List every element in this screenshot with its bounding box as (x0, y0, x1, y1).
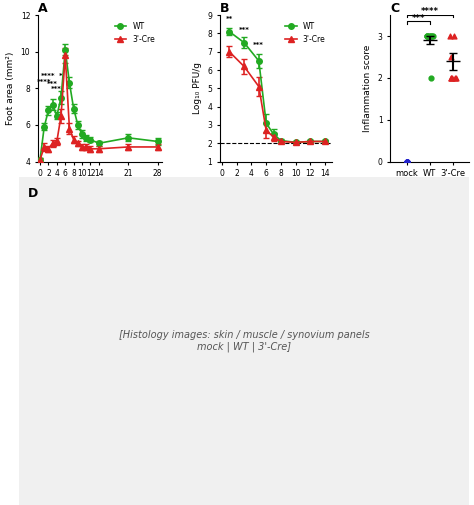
Text: ****: **** (41, 73, 55, 79)
Point (447, 53, 455, 61)
Legend: WT, 3'-Cre: WT, 3'-Cre (282, 19, 328, 47)
Point (403, 158, 410, 166)
Point (425, 32, 433, 40)
X-axis label: Days post infection: Days post infection (232, 184, 320, 193)
Text: ***: *** (411, 14, 425, 23)
Text: ***: *** (51, 86, 62, 92)
X-axis label: Days post infection: Days post infection (56, 184, 144, 193)
Point (448, 74, 456, 82)
Point (424, 32, 431, 40)
Text: ****: **** (37, 79, 52, 85)
Point (428, 32, 435, 40)
Text: *: * (59, 73, 63, 79)
Point (403, 158, 410, 166)
Point (453, 74, 460, 82)
Text: ***: *** (254, 42, 264, 48)
Y-axis label: Inflammation score: Inflammation score (363, 44, 372, 132)
Point (424, 32, 431, 40)
Point (429, 32, 437, 40)
Text: [Histology images: skin / muscle / synovium panels
mock | WT | 3'-Cre]: [Histology images: skin / muscle / synov… (118, 330, 370, 352)
Point (446, 32, 454, 40)
Y-axis label: Log₁₀ PFU/g: Log₁₀ PFU/g (193, 63, 202, 114)
Text: B: B (220, 2, 229, 15)
Point (427, 32, 434, 40)
Y-axis label: Foot area (mm²): Foot area (mm²) (6, 52, 15, 125)
Point (447, 74, 455, 82)
Legend: WT, 3'-Cre: WT, 3'-Cre (112, 19, 158, 47)
Point (403, 158, 410, 166)
Text: ****: **** (421, 7, 439, 16)
Text: **: ** (226, 17, 233, 22)
Text: ***: *** (238, 27, 249, 33)
Point (447, 74, 455, 82)
Point (427, 74, 434, 82)
Point (403, 158, 410, 166)
Text: D: D (28, 187, 38, 199)
Point (403, 158, 410, 166)
Point (428, 32, 436, 40)
Text: A: A (38, 2, 47, 15)
Text: ***: *** (47, 80, 58, 86)
Point (452, 74, 459, 82)
Point (451, 32, 458, 40)
Point (423, 32, 430, 40)
Text: C: C (391, 2, 400, 15)
Point (403, 158, 410, 166)
